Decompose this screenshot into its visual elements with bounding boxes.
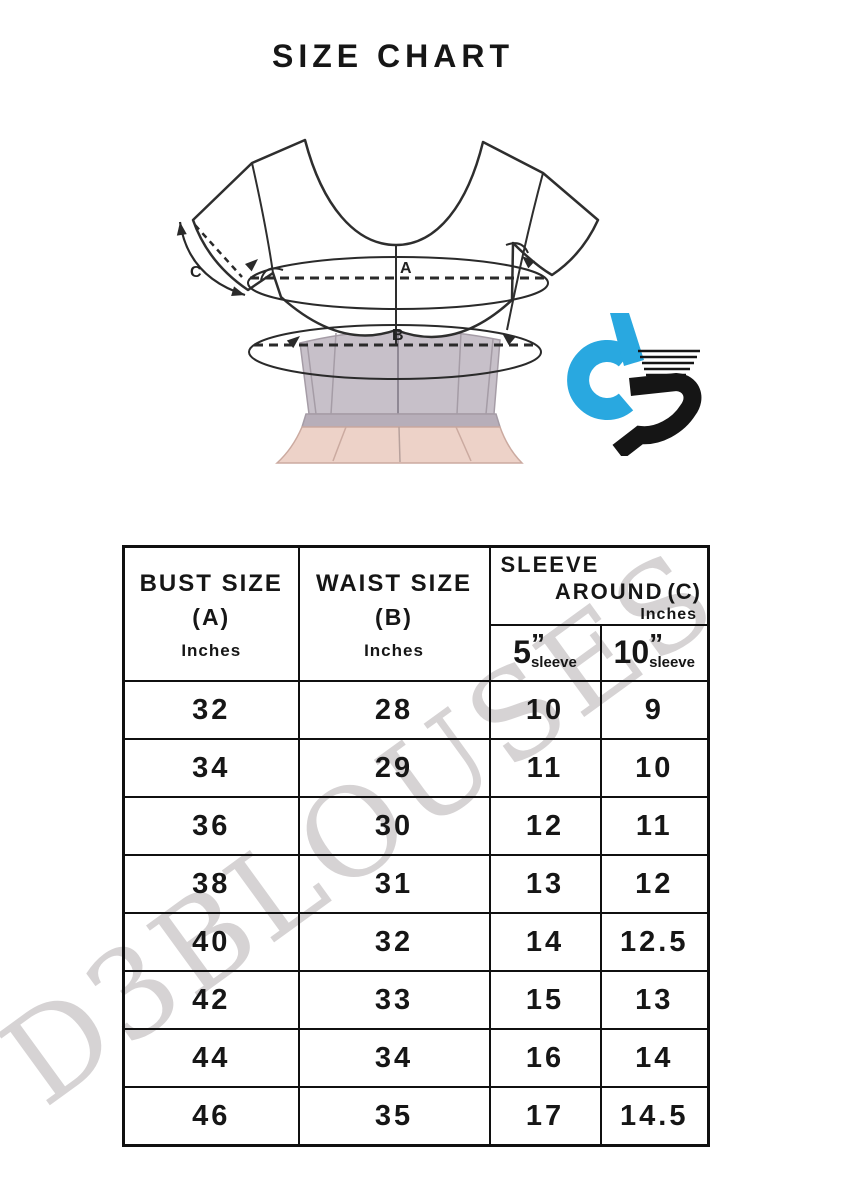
col-header-sleeve: SLEEVE AROUND (C) Inches — [488, 545, 710, 626]
col-header-sleeve-10: 10” sleeve — [599, 624, 710, 682]
sleeve-measure-label: C — [190, 264, 202, 281]
sleeve-header-letter: (C) — [667, 579, 702, 604]
waist-measure-label: B — [392, 327, 404, 344]
table-row: 34 29 11 10 — [122, 738, 710, 798]
col-header-bust: BUST SIZE (A) Inches — [122, 545, 300, 682]
table-row: 42 33 15 13 — [122, 970, 710, 1030]
sleeve-header-unit: Inches — [640, 606, 698, 623]
size-cell: 14 — [488, 912, 602, 972]
col-header-sleeve-5: 5” sleeve — [488, 624, 602, 682]
size-cell: 13 — [488, 854, 602, 914]
size-cell: 12 — [599, 854, 710, 914]
table-row: 46 35 17 14.5 — [122, 1086, 710, 1147]
size-table-body: 32 28 10 9 34 29 11 10 36 30 12 11 38 31 13 12 40 32 14 12.… — [122, 680, 710, 1147]
size-cell: 31 — [297, 854, 491, 914]
size-cell: 10 — [599, 738, 710, 798]
size-cell: 13 — [599, 970, 710, 1030]
sleeve-header-line2: AROUND (C) — [554, 579, 702, 604]
sleeve10-inch-mark: ” — [649, 628, 664, 659]
bust-header-title: BUST SIZE — [139, 569, 283, 597]
size-cell: 14 — [599, 1028, 710, 1088]
col-header-waist: WAIST SIZE (B) Inches — [297, 545, 491, 682]
table-row: 32 28 10 9 — [122, 680, 710, 740]
size-cell: 12 — [488, 796, 602, 856]
size-cell: 16 — [488, 1028, 602, 1088]
size-cell: 36 — [122, 796, 300, 856]
size-cell: 14.5 — [599, 1086, 710, 1147]
size-cell: 12.5 — [599, 912, 710, 972]
bust-measure-label: A — [400, 260, 412, 277]
size-cell: 34 — [297, 1028, 491, 1088]
size-cell: 44 — [122, 1028, 300, 1088]
size-table: BUST SIZE (A) Inches WAIST SIZE (B) Inch… — [122, 545, 711, 1147]
logo-3-glyph — [612, 372, 702, 456]
sleeve5-number: 5 — [513, 634, 531, 670]
bust-header-unit: Inches — [181, 640, 242, 660]
waist-header-letter: (B) — [375, 603, 413, 630]
table-row: 40 32 14 12.5 — [122, 912, 710, 972]
size-cell: 33 — [297, 970, 491, 1030]
size-cell: 11 — [488, 738, 602, 798]
size-cell: 10 — [488, 680, 602, 740]
sleeve10-number: 10 — [613, 634, 650, 670]
sleeve5-inch-mark: ” — [530, 628, 545, 659]
size-cell: 29 — [297, 738, 491, 798]
table-row: 44 34 16 14 — [122, 1028, 710, 1088]
size-cell: 17 — [488, 1086, 602, 1147]
waist-header-title: WAIST SIZE — [315, 569, 472, 597]
size-cell: 38 — [122, 854, 300, 914]
blouse-outline — [191, 138, 600, 346]
size-cell: 11 — [599, 796, 710, 856]
size-cell: 35 — [297, 1086, 491, 1147]
size-cell: 32 — [297, 912, 491, 972]
bust-header-letter: (A) — [192, 603, 231, 630]
sleeve-header-line1: SLEEVE — [500, 552, 600, 577]
table-row: 38 31 13 12 — [122, 854, 710, 914]
table-row: 36 30 12 11 — [122, 796, 710, 856]
sleeve-measure — [176, 221, 246, 297]
size-cell: 30 — [297, 796, 491, 856]
size-cell: 40 — [122, 912, 300, 972]
size-cell: 42 — [122, 970, 300, 1030]
logo-d-glyph — [567, 313, 644, 420]
size-cell: 34 — [122, 738, 300, 798]
torso-figure — [275, 322, 524, 464]
brand-logo — [567, 313, 702, 456]
sleeve10-word: sleeve — [649, 654, 695, 671]
size-cell: 9 — [599, 680, 710, 740]
size-cell: 15 — [488, 970, 602, 1030]
waist-measure — [248, 324, 542, 380]
size-cell: 46 — [122, 1086, 300, 1147]
size-cell: 32 — [122, 680, 300, 740]
blouse-measurement-diagram: A B C — [176, 138, 600, 464]
page-title: SIZE CHART — [272, 38, 514, 74]
size-cell: 28 — [297, 680, 491, 740]
sleeve5-word: sleeve — [530, 654, 577, 671]
waist-header-unit: Inches — [364, 640, 424, 660]
bust-measure — [244, 242, 549, 310]
